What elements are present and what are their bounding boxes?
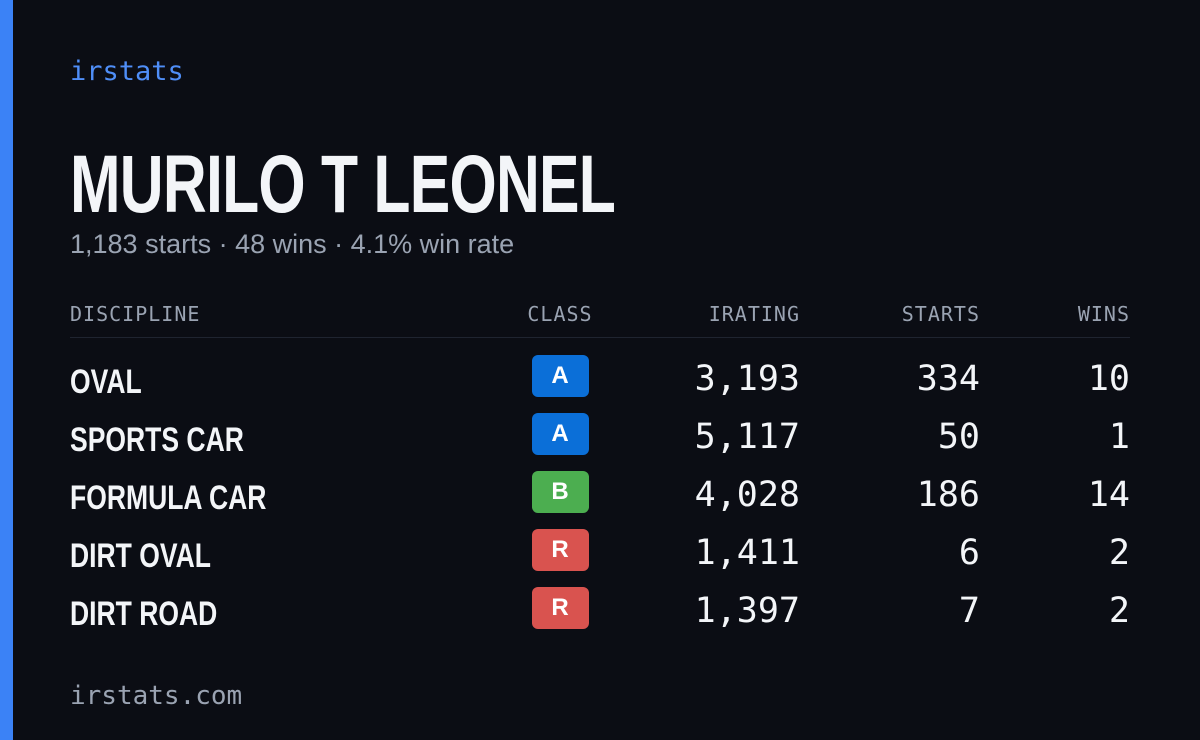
wins: 14 xyxy=(1087,475,1130,515)
accent-bar xyxy=(0,0,13,740)
wins: 1 xyxy=(1108,417,1130,457)
starts: 50 xyxy=(937,417,980,457)
column-header: STARTS xyxy=(901,302,980,326)
brand: irstats xyxy=(70,56,184,87)
starts: 334 xyxy=(916,359,980,399)
discipline: DIRT ROAD xyxy=(70,595,218,633)
discipline: FORMULA CAR xyxy=(70,479,267,517)
discipline: SPORTS CAR xyxy=(70,421,244,459)
class-badge: A xyxy=(531,355,589,397)
class-badge: B xyxy=(531,471,589,513)
irating: 1,397 xyxy=(694,591,800,631)
column-header: CLASS xyxy=(527,302,593,326)
class-badge: R xyxy=(531,587,589,629)
driver-summary: 1,183 starts · 48 wins · 4.1% win rate xyxy=(70,229,515,259)
irating: 3,193 xyxy=(694,359,800,399)
column-header: DISCIPLINE xyxy=(70,302,201,326)
discipline: OVAL xyxy=(70,363,142,401)
starts: 186 xyxy=(916,475,980,515)
irating: 5,117 xyxy=(694,417,800,457)
driver-name: MURILO T LEONEL xyxy=(70,139,616,230)
wins: 10 xyxy=(1087,359,1130,399)
footer: irstats.com xyxy=(70,681,243,711)
column-header: IRATING xyxy=(708,302,800,326)
header-rule xyxy=(70,337,1130,338)
irating: 4,028 xyxy=(694,475,800,515)
column-header: WINS xyxy=(1077,302,1130,326)
wins: 2 xyxy=(1108,591,1130,631)
discipline: DIRT OVAL xyxy=(70,537,211,575)
wins: 2 xyxy=(1108,533,1130,573)
starts: 6 xyxy=(958,533,980,573)
irating: 1,411 xyxy=(694,533,800,573)
starts: 7 xyxy=(958,591,980,631)
class-badge: A xyxy=(531,413,589,455)
class-badge: R xyxy=(531,529,589,571)
